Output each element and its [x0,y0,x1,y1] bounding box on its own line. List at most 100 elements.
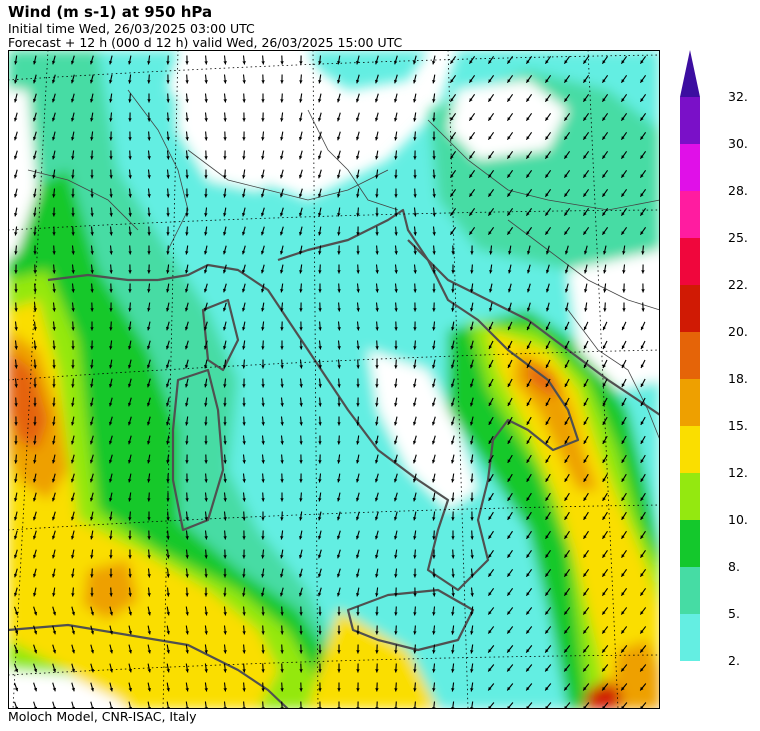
wind-arrow-head [204,574,208,578]
wind-arrow-head [280,346,284,350]
wind-arrow-head [147,460,151,464]
wind-arrow-head [166,270,170,274]
wind-arrow-head [90,668,94,673]
wind-arrow-head [280,403,284,407]
wind-arrow-head [469,136,473,140]
wind-arrow-head [128,402,132,407]
wind-arrow-head [185,479,189,483]
wind-arrow-head [432,308,436,312]
wind-arrow-head [394,555,398,559]
wind-arrow-head [147,498,151,502]
wind-arrow-head [432,536,436,540]
wind-arrow-head [602,60,606,64]
wind-arrow-head [583,554,587,558]
wind-arrow-head [469,174,473,178]
wind-arrow-head [622,251,626,255]
wind-arrow-head [128,99,132,103]
wind-arrow-head [14,193,18,198]
wind-arrow-head [14,573,18,578]
wind-arrow-head [470,631,474,635]
wind-arrow-head [508,307,512,312]
wind-arrow-head [128,440,132,445]
wind-arrow-head [147,175,151,179]
wind-arrow-head [223,326,227,331]
wind-arrow-head [299,688,303,692]
wind-arrow-head [128,421,132,426]
wind-arrow-head [166,99,170,103]
wind-arrow-head [128,364,132,369]
wind-arrow-head [280,631,284,635]
wind-arrow-head [261,498,265,502]
wind-arrow-head [33,308,37,312]
wind-arrow-head [489,270,493,274]
wind-arrow-head [470,593,474,597]
wind-arrow-head [261,688,265,692]
wind-arrow-head [223,422,227,426]
wind-arrow-head [109,478,113,483]
wind-arrow-head [166,517,170,521]
wind-arrow-head [413,478,417,483]
wind-arrow-head [261,422,265,426]
wind-arrow-head [33,98,37,103]
wind-arrow-head [432,232,436,236]
wind-arrow-head [432,251,436,255]
wind-arrow-head [432,517,436,521]
wind-arrow-head [394,421,398,426]
wind-arrow-head [564,193,568,197]
wind-arrow-head [546,250,550,255]
wind-arrow-head [621,516,625,520]
wind-arrow-head [508,269,512,274]
wind-arrow-head [413,175,417,179]
wind-arrow-head [394,137,398,141]
wind-arrow-head [527,307,531,312]
wind-arrow-head [204,460,208,464]
wind-arrow-head [375,650,379,654]
wind-arrow-head [356,175,360,179]
wind-arrow-head [602,345,606,349]
wind-arrow-head [52,649,56,654]
wind-arrow-head [223,80,227,84]
wind-arrow-head [166,650,170,654]
wind-arrow-head [583,592,587,596]
wind-arrow-head [413,593,417,597]
wind-arrow-head [33,60,37,65]
wind-arrow-head [394,593,398,597]
wind-arrow-head [583,421,587,425]
wind-arrow-head [602,573,606,577]
wind-arrow-head [128,156,132,160]
wind-arrow-head [14,441,18,445]
wind-arrow-head [14,687,19,692]
wind-arrow-head [166,137,170,141]
forecast-valid-time: Forecast + 12 h (000 d 12 h) valid Wed, … [8,35,403,50]
wind-arrow-head [602,440,606,444]
wind-arrow-head [128,687,132,692]
wind-arrow-head [394,384,398,388]
wind-arrow-head [261,669,265,673]
wind-arrow-head [526,478,530,482]
wind-arrow-head [71,687,75,692]
wind-arrow-head [33,117,37,122]
wind-arrow-head [280,669,284,673]
wind-arrow-head [621,554,625,558]
wind-arrow-head [33,630,38,635]
wind-arrow-head [621,592,625,596]
wind-arrow-head [204,517,208,521]
wind-arrow-head [526,212,530,216]
wind-arrow-head [394,612,398,616]
wind-arrow-head [52,251,56,255]
wind-arrow-head [223,137,227,141]
wind-arrow-head [413,574,417,578]
wind-arrow-head [508,251,512,255]
wind-arrow-head [640,649,644,653]
colorbar-swatch [680,614,700,661]
wind-arrow-head [147,194,151,198]
wind-arrow-head [52,441,56,445]
wind-arrow-head [489,307,493,312]
wind-arrow-head [564,459,568,463]
wind-arrow-head [52,668,56,673]
wind-arrow-head [641,308,645,312]
wind-arrow-head [33,365,37,369]
wind-arrow-head [90,497,94,502]
wind-arrow-head [507,345,511,349]
wind-arrow-head [242,327,246,331]
